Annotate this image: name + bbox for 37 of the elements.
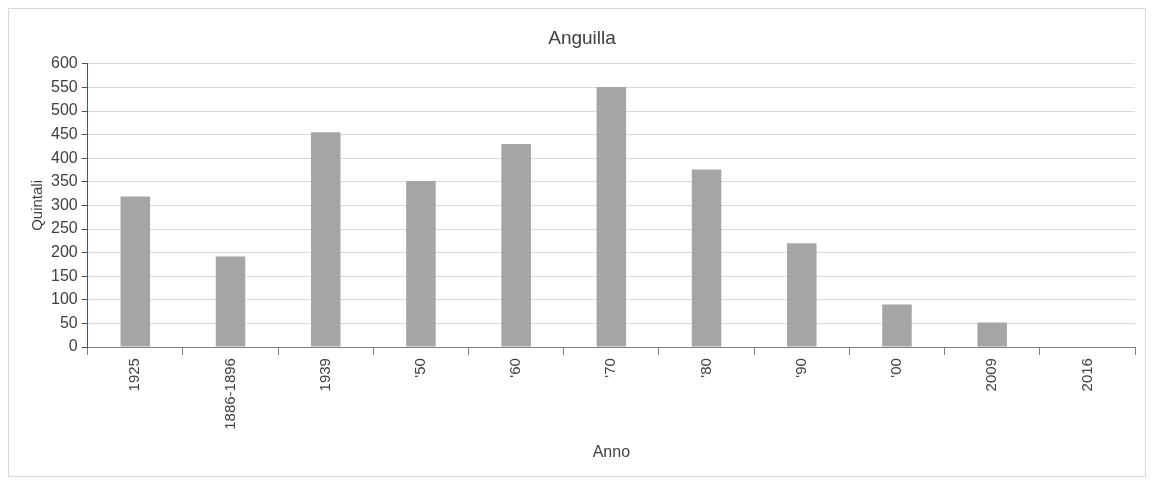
- bar: [310, 132, 341, 347]
- bar: [501, 144, 531, 347]
- y-tick-label: 500: [50, 101, 78, 119]
- y-tick-label: 150: [50, 266, 78, 284]
- bar: [787, 243, 817, 347]
- y-tick-label: 250: [50, 219, 78, 237]
- x-tick-label: '00: [887, 358, 905, 378]
- bar: [691, 169, 722, 347]
- x-tick-label: '80: [696, 358, 714, 378]
- x-tick-label: '50: [411, 358, 429, 378]
- y-tick-label: 300: [50, 195, 78, 213]
- x-tick-label: 2016: [1077, 358, 1095, 392]
- y-axis-title: Quintali: [28, 180, 46, 231]
- x-tick-label: 1939: [315, 358, 333, 392]
- bar: [406, 180, 436, 347]
- y-tick-label: 0: [68, 337, 78, 355]
- y-tick-label: 100: [50, 290, 78, 308]
- bar: [120, 196, 151, 347]
- x-tick-label: 1925: [125, 358, 143, 392]
- bar: [596, 86, 627, 347]
- bar: [882, 304, 912, 347]
- x-tick-label: '60: [506, 358, 524, 378]
- x-axis-title: Anno: [592, 442, 631, 460]
- y-tick-label: 450: [50, 125, 78, 143]
- y-tick-label: 200: [50, 243, 78, 261]
- bar: [977, 322, 1007, 347]
- x-tick-label: '70: [601, 358, 619, 378]
- x-tick-label: 1886-1896: [220, 358, 238, 430]
- bar: [215, 256, 246, 347]
- chart-title: Anguilla: [548, 26, 617, 48]
- y-tick-label: 400: [50, 148, 78, 166]
- x-tick-label: '90: [791, 358, 809, 378]
- x-tick-label: 2009: [982, 358, 1000, 392]
- y-tick-label: 350: [50, 172, 78, 190]
- y-tick-label: 50: [59, 313, 78, 331]
- y-tick-label: 600: [50, 54, 78, 72]
- y-tick-label: 550: [50, 77, 78, 95]
